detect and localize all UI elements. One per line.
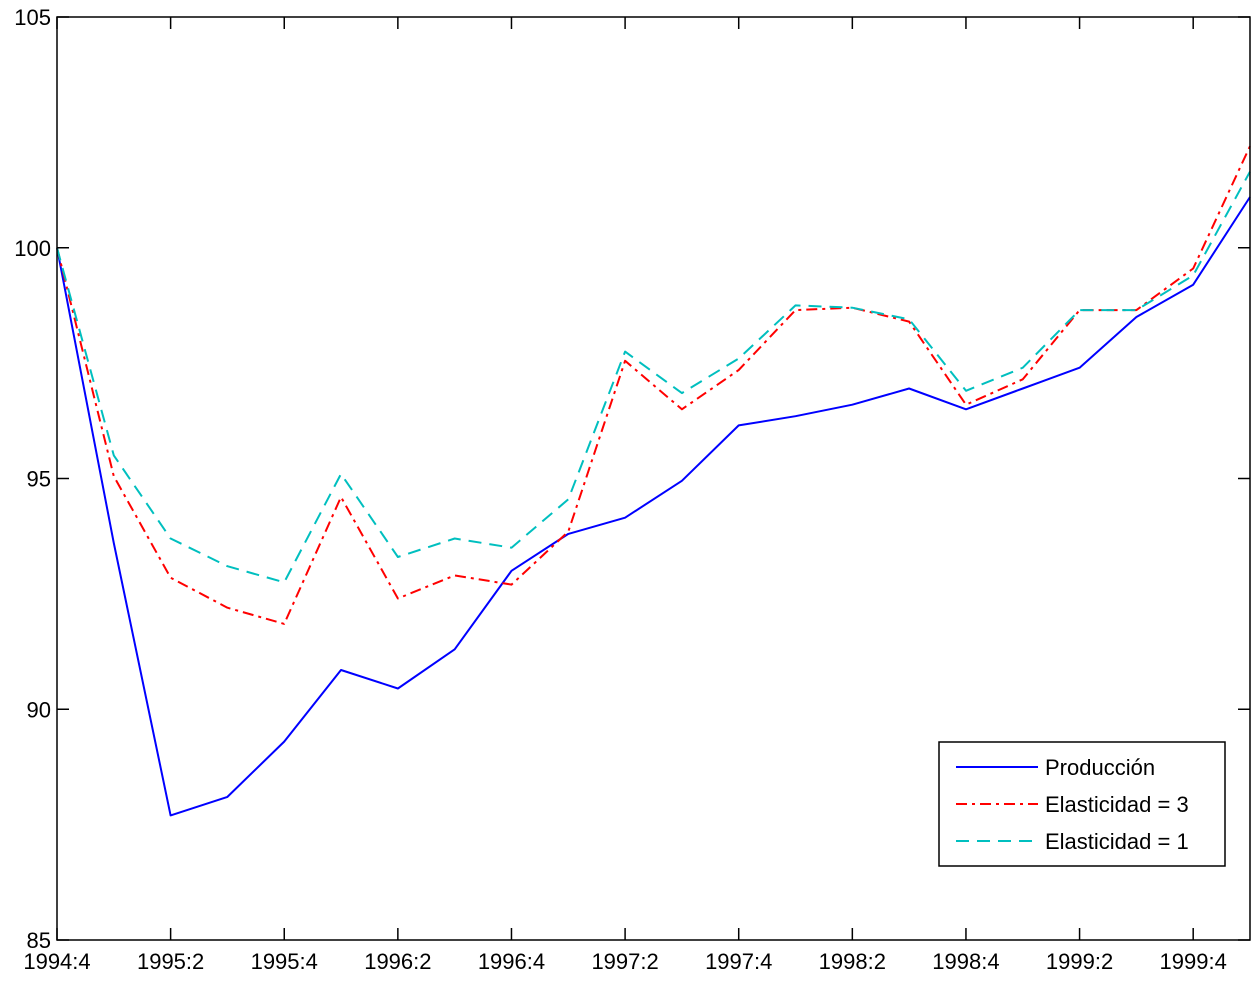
x-tick-label: 1995:2 <box>137 949 204 974</box>
series-line-2 <box>56 145 1251 625</box>
legend-label-1: Producción <box>1045 755 1155 780</box>
x-tick-label: 1999:2 <box>1046 949 1113 974</box>
legend: Producción Elasticidad = 3 Elasticidad = 1 <box>938 741 1226 867</box>
series-layer <box>56 145 1251 817</box>
y-tick-label: 85 <box>27 928 51 953</box>
y-tick-label: 100 <box>14 236 51 261</box>
x-tick-label: 1994:4 <box>23 949 90 974</box>
legend-label-2: Elasticidad = 3 <box>1045 792 1189 817</box>
x-tick-label: 1996:2 <box>364 949 431 974</box>
x-tick-label: 1996:4 <box>478 949 545 974</box>
x-tick-label: 1999:4 <box>1160 949 1227 974</box>
y-tick-label: 105 <box>14 5 51 30</box>
x-tick-label: 1995:4 <box>251 949 318 974</box>
x-tick-label: 1998:4 <box>932 949 999 974</box>
y-tick-label: 90 <box>27 697 51 722</box>
legend-label-3: Elasticidad = 1 <box>1045 829 1189 854</box>
series-line-1 <box>56 196 1251 817</box>
x-tick-label: 1997:4 <box>705 949 772 974</box>
ticks-layer <box>56 16 1250 941</box>
y-tick-labels: 85 90 95 100 105 <box>14 5 51 953</box>
x-tick-label: 1998:2 <box>819 949 886 974</box>
y-tick-label: 95 <box>27 467 51 492</box>
series-line-3 <box>56 171 1251 584</box>
x-tick-labels: 1994:4 1995:2 1995:4 1996:2 1996:4 1997:2 1997… <box>23 949 1226 974</box>
x-tick-label: 1997:2 <box>591 949 658 974</box>
